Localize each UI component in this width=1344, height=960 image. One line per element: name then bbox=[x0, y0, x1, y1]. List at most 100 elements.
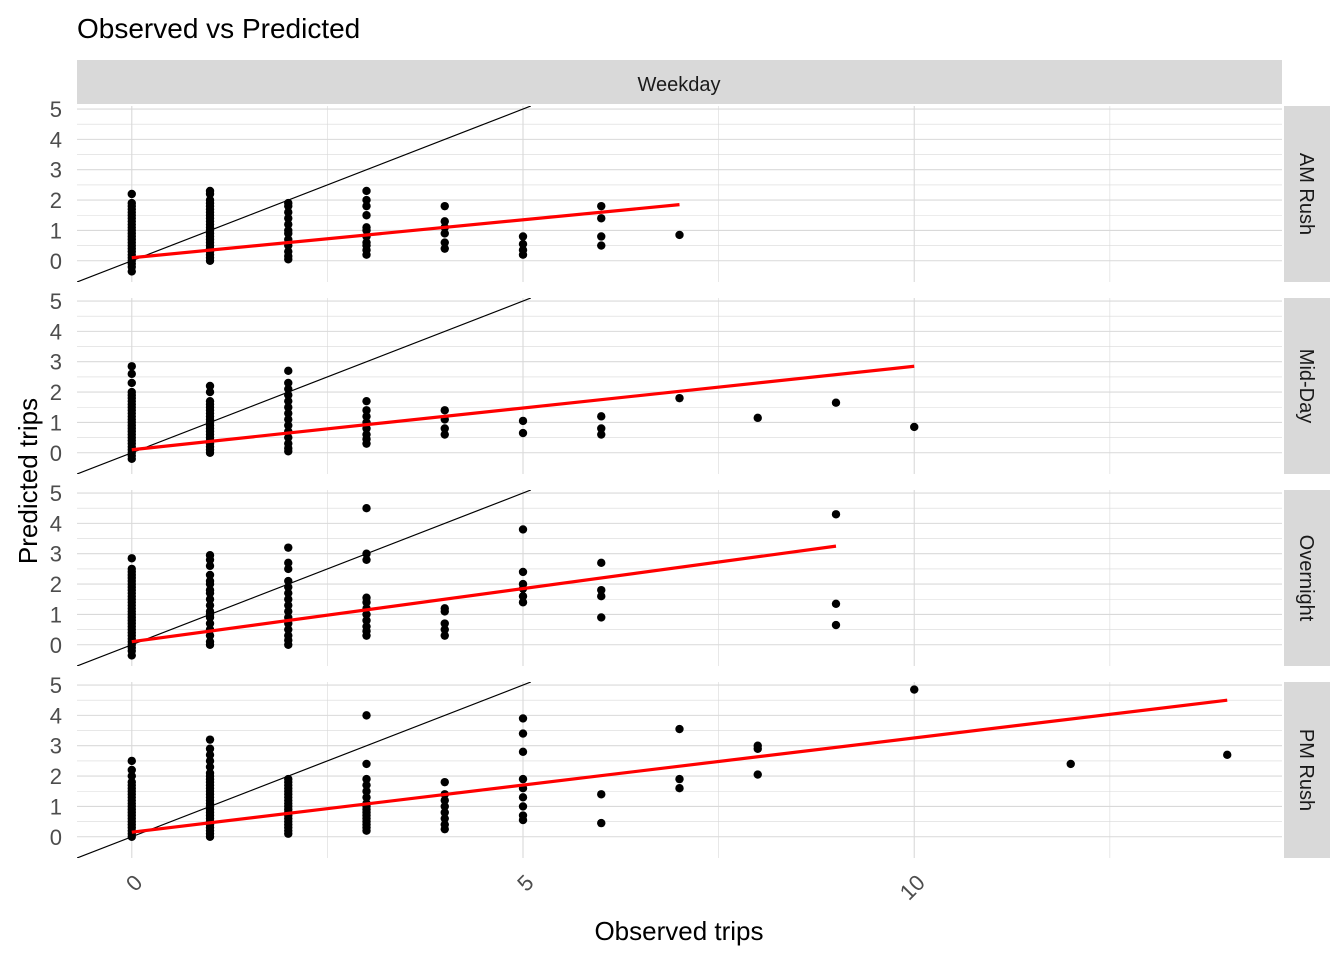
data-point bbox=[910, 685, 919, 694]
panel-mid-day: 0 1 2 3 4 5 Mid-Day bbox=[50, 289, 1330, 474]
y-tick-label: 3 bbox=[50, 350, 62, 375]
data-point bbox=[205, 750, 215, 760]
y-tick-label: 3 bbox=[50, 158, 62, 183]
x-axis: 0 5 10 bbox=[121, 870, 930, 905]
y-tick-label: 2 bbox=[50, 572, 62, 597]
data-point bbox=[518, 793, 528, 802]
y-tick-label: 0 bbox=[50, 249, 62, 274]
data-point bbox=[362, 412, 371, 421]
data-point bbox=[284, 588, 293, 598]
y-tick-label: 1 bbox=[50, 410, 62, 435]
data-point bbox=[205, 607, 215, 616]
data-point bbox=[597, 412, 606, 421]
row-strip-label: AM Rush bbox=[1295, 153, 1317, 235]
data-point bbox=[518, 232, 528, 241]
panel-plot-area bbox=[77, 682, 1232, 858]
data-point bbox=[284, 396, 293, 406]
panel-plot-area bbox=[77, 106, 684, 282]
data-point bbox=[284, 625, 293, 634]
data-point bbox=[284, 409, 293, 418]
identity-line bbox=[77, 490, 532, 666]
data-point bbox=[205, 387, 215, 397]
data-point bbox=[205, 631, 215, 640]
data-point bbox=[362, 201, 371, 211]
fit-line bbox=[131, 364, 915, 452]
data-point bbox=[284, 439, 293, 448]
y-tick-label: 5 bbox=[50, 97, 62, 122]
data-point bbox=[753, 770, 762, 779]
data-point bbox=[362, 555, 371, 564]
data-point bbox=[440, 229, 449, 238]
row-strip-background bbox=[1284, 490, 1330, 666]
data-point bbox=[440, 777, 449, 787]
data-point bbox=[362, 430, 371, 439]
row-strip-label: Overnight bbox=[1295, 535, 1317, 622]
data-point bbox=[518, 428, 528, 438]
x-tick-label: 10 bbox=[895, 870, 930, 905]
data-point bbox=[362, 780, 371, 790]
data-point bbox=[362, 238, 371, 247]
data-point bbox=[597, 585, 606, 595]
data-point bbox=[284, 208, 293, 217]
data-point bbox=[362, 504, 371, 513]
data-point bbox=[362, 774, 371, 784]
data-point bbox=[440, 430, 449, 439]
row-strip-label: PM Rush bbox=[1295, 729, 1317, 811]
data-point bbox=[597, 241, 606, 250]
data-point bbox=[284, 543, 293, 552]
data-point bbox=[831, 599, 841, 608]
y-tick-label: 5 bbox=[50, 481, 62, 506]
y-tick-label: 1 bbox=[50, 602, 62, 627]
data-point bbox=[284, 631, 293, 640]
data-point bbox=[440, 619, 449, 628]
data-point bbox=[362, 759, 371, 769]
data-point bbox=[362, 593, 371, 602]
data-point bbox=[362, 622, 371, 631]
data-point bbox=[127, 756, 136, 766]
y-tick-label: 2 bbox=[50, 188, 62, 213]
data-point bbox=[205, 637, 215, 646]
data-point bbox=[284, 564, 293, 574]
data-point bbox=[362, 549, 371, 558]
data-point bbox=[518, 592, 528, 601]
data-point bbox=[284, 220, 293, 229]
data-point bbox=[440, 604, 449, 613]
data-point bbox=[440, 217, 449, 226]
data-point bbox=[753, 413, 762, 423]
data-point bbox=[127, 777, 136, 787]
data-point bbox=[284, 576, 293, 586]
data-point bbox=[518, 747, 528, 756]
data-point bbox=[440, 796, 449, 805]
data-point bbox=[597, 214, 606, 223]
data-point bbox=[518, 598, 528, 607]
data-point bbox=[127, 198, 136, 208]
column-strip-background bbox=[77, 60, 1282, 104]
data-point bbox=[518, 239, 528, 249]
data-point bbox=[1223, 750, 1232, 760]
data-point bbox=[284, 403, 293, 412]
fit-line bbox=[131, 544, 837, 644]
y-tick-label: 1 bbox=[50, 794, 62, 819]
column-strip: Weekday bbox=[77, 60, 1282, 104]
identity-line bbox=[77, 298, 532, 474]
x-axis-title: Observed trips bbox=[594, 916, 763, 946]
data-point bbox=[127, 378, 136, 388]
data-point bbox=[440, 808, 449, 817]
data-point bbox=[284, 247, 293, 256]
data-point bbox=[675, 784, 684, 793]
data-point bbox=[675, 774, 684, 784]
data-point bbox=[597, 558, 606, 568]
data-point bbox=[127, 369, 136, 379]
row-strip-label: Mid-Day bbox=[1295, 349, 1317, 423]
data-point bbox=[440, 244, 449, 253]
data-point bbox=[597, 613, 606, 622]
y-tick-label: 3 bbox=[50, 734, 62, 759]
data-point bbox=[440, 424, 449, 433]
data-point bbox=[205, 762, 215, 772]
data-point bbox=[597, 424, 606, 433]
y-tick-label: 4 bbox=[50, 319, 62, 344]
data-point bbox=[518, 245, 528, 255]
data-point bbox=[753, 741, 762, 750]
data-point bbox=[284, 607, 293, 616]
data-point bbox=[362, 616, 371, 625]
